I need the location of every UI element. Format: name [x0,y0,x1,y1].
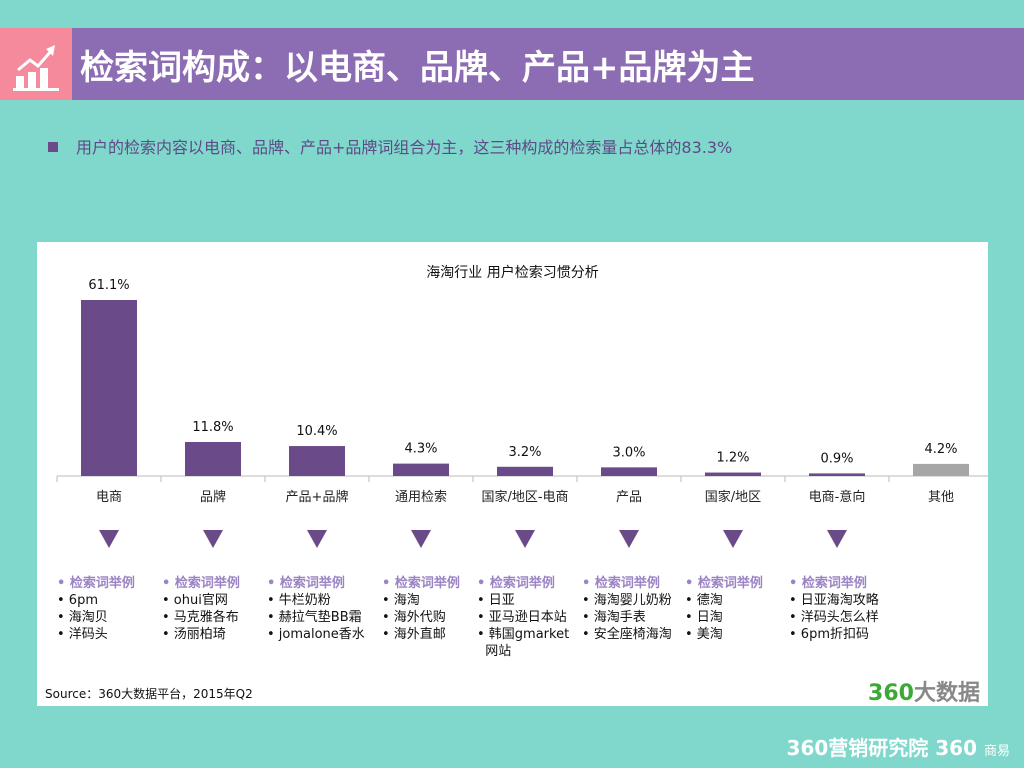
example-item: • 牛栏奶粉 [267,593,331,608]
data-label: 4.3% [404,442,437,457]
chart-title: 海淘行业 用户检索习惯分析 [426,265,599,281]
example-item: • 赫拉气垫BB霜 [267,610,362,625]
bar [705,472,761,476]
footer-logo-3: 商易 [983,744,1010,759]
category-label: 产品 [615,490,642,505]
example-list: • 检索词举例 • 日亚海淘攻略 • 洋码头怎么样 • 6pm折扣码 [789,575,879,643]
category-label: 产品+品牌 [285,490,349,505]
example-heading: • 检索词举例 [789,576,867,591]
example-item: • 6pm折扣码 [789,627,869,642]
down-triangle-icon [723,530,743,548]
example-heading: • 检索词举例 [267,576,345,591]
example-heading: • 检索词举例 [477,576,555,591]
data-label: 3.2% [508,445,541,460]
example-item: • 海外代购 [382,610,446,625]
example-item: • 洋码头怎么样 [789,610,879,625]
watermark-logo: 360大数据 [868,675,980,707]
source-note: Source：360大数据平台，2015年Q2 [45,687,253,701]
example-item: • 德淘 [685,593,723,608]
example-item: • 海外直邮 [382,627,446,642]
down-triangle-icon [411,530,431,548]
bar-chart: 61.1% 11.8% 10.4% 4.3% 3.2% 3.0% 1.2% 0.9% 4.2% [56,278,988,548]
example-item: • 洋码头 [57,627,108,642]
example-item: • 马克雅各布 [162,610,239,625]
bar [81,300,137,476]
example-item: • 日淘 [685,610,723,625]
bar [497,466,553,476]
example-heading: • 检索词举例 [382,576,460,591]
data-label: 1.2% [716,451,749,466]
example-item: • jomalone香水 [267,627,365,642]
example-item: • 汤丽柏琦 [162,627,226,642]
down-triangle-icon [307,530,327,548]
bar [809,473,865,476]
bar [185,442,241,476]
bar [913,463,969,476]
example-item: • 海淘贝 [57,610,108,625]
example-item: • 日亚海淘攻略 [789,593,879,608]
watermark-360: 360 [868,681,914,706]
example-list: • 检索词举例 • 海淘 • 海外代购 • 海外直邮 [382,575,460,643]
footer-logos: 360营销研究院 360 商易 [787,732,1010,761]
example-heading: • 检索词举例 [162,576,240,591]
example-heading: • 检索词举例 [57,576,135,591]
rising-chart-icon [13,45,59,91]
example-item: • 海淘婴儿奶粉 [582,593,672,608]
down-triangle-icon [99,530,119,548]
category-label: 其他 [927,490,954,505]
example-item: • 亚马逊日本站 [477,610,567,625]
example-item: • 海淘 [382,593,420,608]
category-label: 品牌 [199,490,226,505]
example-item: • 美淘 [685,627,723,642]
down-triangle-icon [827,530,847,548]
example-item: • 6pm [57,593,98,608]
category-label: 国家/地区-电商 [481,490,569,505]
example-list: • 检索词举例 • 牛栏奶粉 • 赫拉气垫BB霜 • jomalone香水 [267,575,365,643]
bar [393,463,449,476]
data-label: 10.4% [296,424,337,439]
example-heading: • 检索词举例 [582,576,660,591]
data-label: 61.1% [88,278,129,293]
bullet-square-icon [48,142,58,152]
example-list: • 检索词举例 • 6pm • 海淘贝 • 洋码头 [57,575,135,643]
category-label: 通用检索 [394,490,447,505]
example-list: • 检索词举例 • 日亚 • 亚马逊日本站 • 韩国gmarket 网站 [477,575,569,660]
down-triangle-icon [619,530,639,548]
chart-panel: 海淘行业 用户检索习惯分析 61.1% 11.8% 10.4% 4.3% 3.2% 3.0… [37,242,988,706]
category-label: 电商-意向 [808,490,866,505]
down-triangle-icon [515,530,535,548]
example-item: • 韩国gmarket [477,627,570,642]
example-list: • 检索词举例 • 海淘婴儿奶粉 • 海淘手表 • 安全座椅海淘 [582,575,672,643]
header-bar: 检索词构成：以电商、品牌、产品+品牌为主 [72,28,1024,100]
footer-logo-1: 360营销研究院 [786,736,929,760]
example-item: • 海淘手表 [582,610,646,625]
page-title: 检索词构成：以电商、品牌、产品+品牌为主 [80,48,755,88]
example-heading: • 检索词举例 [685,576,763,591]
example-item: • ohui官网 [162,593,228,608]
example-item: 网站 [477,644,512,659]
example-list: • 检索词举例 • ohui官网 • 马克雅各布 • 汤丽柏琦 [162,575,240,643]
summary-bullet: 用户的检索内容以电商、品牌、产品+品牌词组合为主，这三种构成的检索量占总体的83… [48,134,732,158]
example-item: • 日亚 [477,593,515,608]
data-label: 11.8% [192,420,233,435]
watermark-text: 大数据 [913,681,980,706]
category-label: 电商 [95,490,122,505]
example-item: • 安全座椅海淘 [582,627,672,642]
data-label: 3.0% [612,445,645,460]
bar [601,467,657,476]
bar [289,446,345,476]
header-icon-box [0,28,72,100]
data-label: 4.2% [924,442,957,457]
summary-text: 用户的检索内容以电商、品牌、产品+品牌词组合为主，这三种构成的检索量占总体的83… [76,138,733,157]
data-label: 0.9% [820,451,853,466]
down-triangle-icon [203,530,223,548]
footer-logo-2: 360 [935,736,978,760]
category-label: 国家/地区 [704,490,762,505]
example-list: • 检索词举例 • 德淘 • 日淘 • 美淘 [685,575,763,643]
